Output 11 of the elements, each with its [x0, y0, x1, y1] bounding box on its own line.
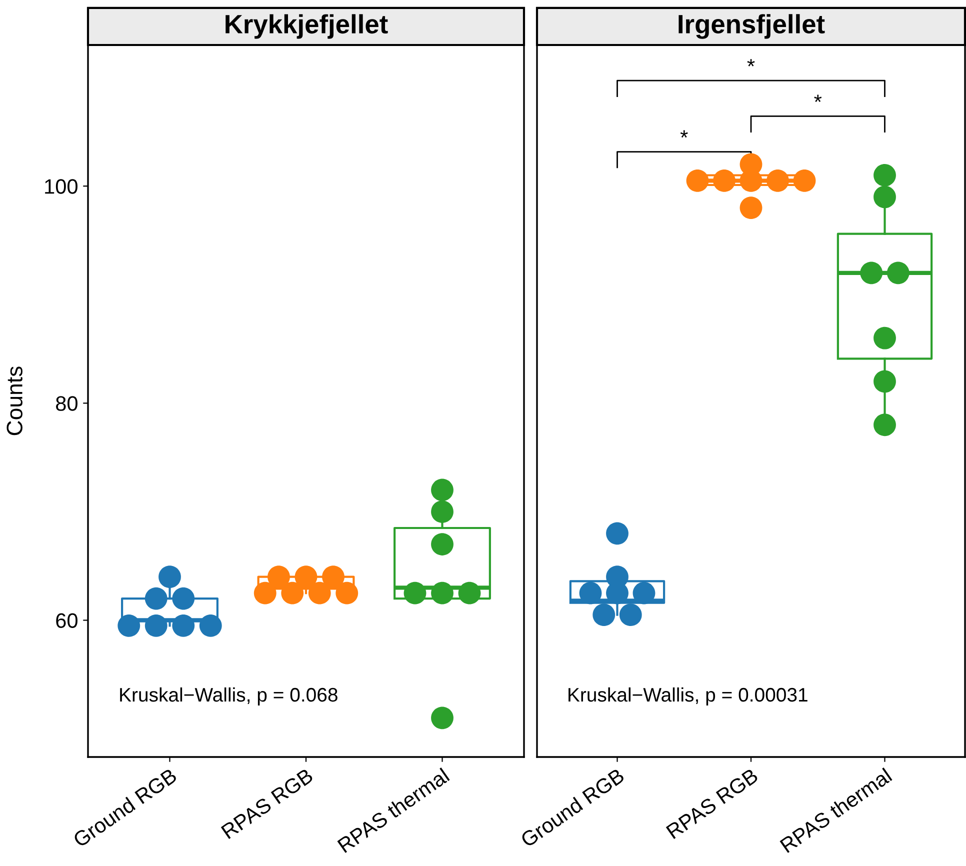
y-axis-title: Counts [6, 366, 22, 436]
chart-title: Krykkjefjellet [226, 14, 388, 39]
annotation: * [747, 59, 755, 66]
annotation: * [680, 130, 688, 138]
annotation: Kruskal−Wallis, p = 0.00031 [568, 687, 808, 706]
annotation: Kruskal−Wallis, p = 0.068 [120, 687, 338, 706]
y-tick-label: 80 [56, 396, 78, 411]
chart-title: Irgensfjellet [678, 14, 825, 39]
annotation: * [814, 94, 822, 102]
y-tick-label: 60 [56, 613, 78, 628]
y-tick-label: 100 [45, 179, 78, 194]
